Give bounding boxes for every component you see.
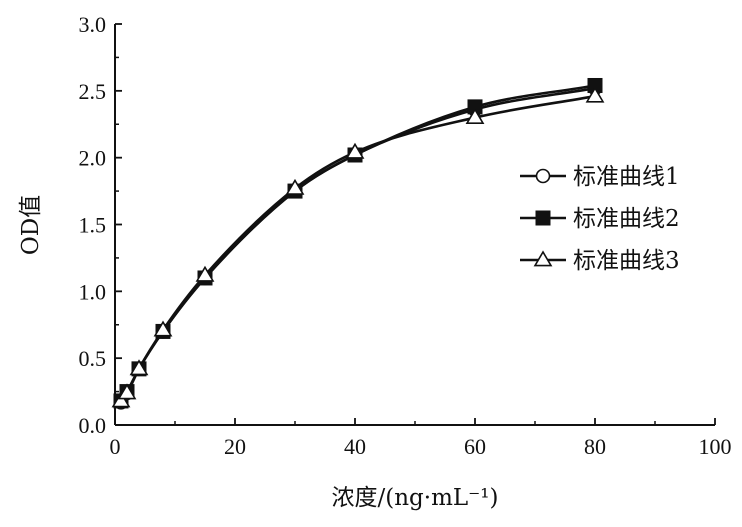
x-tick-label: 80 [584,434,606,459]
y-tick-label: 2.5 [79,79,107,104]
legend: 标准曲线1 标准曲线2 标准曲线3 [520,164,680,274]
legend-marker-2 [535,210,551,226]
x-tick-label: 20 [224,434,246,459]
y-tick-label: 2.0 [79,146,107,171]
data-point-series-3 [117,383,137,400]
legend-label-2: 标准曲线2 [573,206,680,232]
legend-label-1: 标准曲线1 [573,164,680,190]
y-tick-label: 0.0 [79,413,107,438]
series-line-1 [119,86,596,403]
x-tick-label: 0 [110,434,121,459]
series-line-3 [119,94,596,402]
y-tick-label: 0.5 [79,346,107,371]
data-point-series-3 [153,320,173,337]
series-line-2 [119,84,596,402]
legend-marker-1 [535,168,551,184]
series-markers [111,77,605,410]
data-point-series-3 [345,142,365,159]
data-point-series-3 [111,391,131,408]
data-point-series-3 [285,178,305,195]
x-tick-label: 60 [464,434,486,459]
y-tick-label: 1.0 [79,279,107,304]
series-curves [119,84,596,403]
y-tick-label: 3.0 [79,12,107,37]
legend-marker-3 [533,250,553,267]
data-point-series-3 [465,107,485,124]
data-point-series-3 [585,86,605,103]
x-tick-label: 100 [699,434,732,459]
axes: 0 20 40 60 80 100 0.0 0.5 1.0 1.5 2.0 2.5 3.0 [79,12,732,459]
data-point-series-3 [195,265,215,282]
legend-label-3: 标准曲线3 [573,248,680,274]
x-axis-title: 浓度/(ng·mL⁻¹) [332,485,499,511]
y-tick-label: 1.5 [79,213,107,238]
y-axis-title: OD值 [18,195,44,255]
x-tick-label: 40 [344,434,366,459]
data-point-series-3 [129,359,149,376]
